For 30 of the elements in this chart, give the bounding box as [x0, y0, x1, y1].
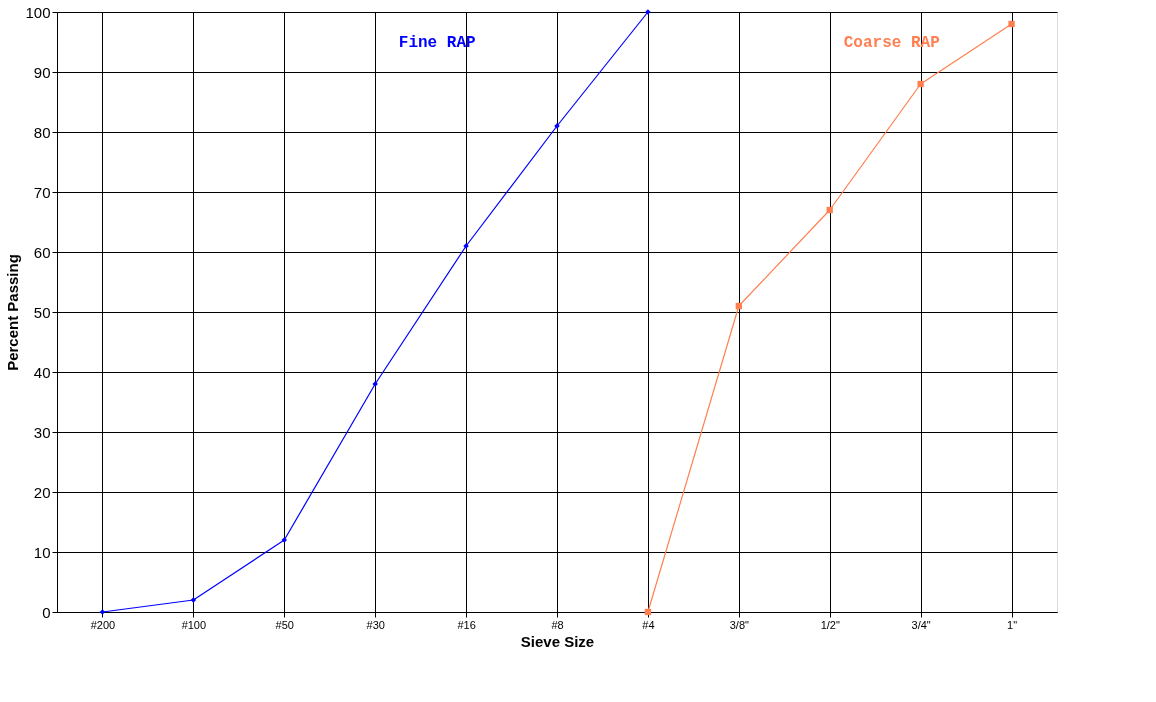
x-tick-label: #200: [90, 618, 116, 631]
y-tick-label: 10: [33, 543, 51, 561]
point: [1008, 20, 1015, 28]
x-tick-label: 1/2": [820, 618, 840, 631]
x-tick-label: #4: [642, 618, 655, 631]
point: [735, 302, 742, 310]
x-tick-label: #30: [366, 618, 385, 631]
y-tick-label: 30: [33, 423, 51, 441]
y-tick-label: 40: [33, 363, 51, 381]
point: [826, 206, 833, 214]
y-tick-label: 70: [33, 183, 51, 201]
y-tick-label: 100: [25, 3, 51, 21]
y-axis-title: Percent Passing: [4, 254, 22, 371]
point: [281, 537, 288, 543]
y-tick-label: 0: [42, 603, 51, 621]
y-tick-label: 20: [33, 483, 51, 501]
x-tick-label: 3/4": [911, 618, 931, 631]
x-tick-label: #50: [275, 618, 294, 631]
x-tick-label: #16: [457, 618, 476, 631]
y-tick-label: 60: [33, 243, 51, 261]
y-tick-label: 80: [33, 123, 51, 141]
point: [917, 80, 924, 88]
point: [190, 597, 197, 603]
x-axis-title: Sieve Size: [520, 632, 595, 650]
x-tick-label: #8: [551, 618, 564, 631]
y-tick-label: 50: [33, 303, 51, 321]
x-tick-label: #100: [181, 618, 207, 631]
y-tick-label: 90: [33, 63, 51, 81]
x-tick-label: 3/8": [729, 618, 750, 631]
x-tick-label: 1": [1007, 618, 1018, 631]
